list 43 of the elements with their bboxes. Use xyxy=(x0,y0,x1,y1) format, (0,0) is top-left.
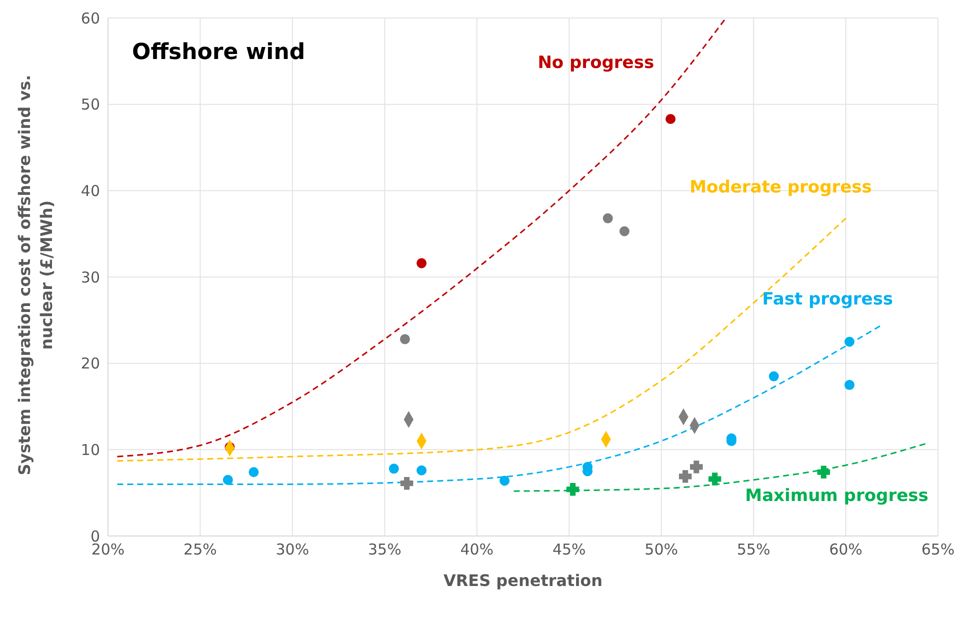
y-tick-label: 10 xyxy=(80,440,100,459)
y-axis-title: System integration cost of offshore wind vs. nuclear (£/MWh) xyxy=(14,74,57,478)
point xyxy=(416,465,427,476)
point xyxy=(708,472,722,486)
x-tick-label: 50% xyxy=(644,540,678,559)
point xyxy=(222,474,233,485)
y-tick-label: 50 xyxy=(80,96,100,114)
x-axis-title: VRES penetration xyxy=(443,571,603,590)
x-tick-label: 45% xyxy=(552,540,586,559)
y-tick-label: 40 xyxy=(80,182,100,200)
x-tick-label: 40% xyxy=(460,540,494,559)
point xyxy=(416,258,427,268)
point xyxy=(388,464,399,474)
x-tick-label: 65% xyxy=(921,540,955,559)
x-tick-label: 60% xyxy=(829,540,862,559)
point xyxy=(500,476,510,486)
x-tick-label: 30% xyxy=(276,540,310,559)
text: Offshore wind xyxy=(132,40,306,65)
y-tick-label: 20 xyxy=(80,354,100,373)
point xyxy=(690,460,703,474)
y-tick-label: 60 xyxy=(80,9,100,28)
x-tick-label: 20% xyxy=(91,540,125,559)
point xyxy=(248,467,259,478)
point xyxy=(678,470,692,483)
x-tick-label: 55% xyxy=(736,540,770,559)
point xyxy=(619,226,630,236)
point xyxy=(602,213,613,224)
series-label: Maximum progress xyxy=(745,486,928,506)
y-tick-label: 30 xyxy=(80,268,100,286)
point xyxy=(844,336,854,347)
series-label: Moderate progress xyxy=(690,177,872,198)
point xyxy=(844,380,854,390)
x-tick-label: 35% xyxy=(368,540,402,559)
series-label: Fast progress xyxy=(762,289,894,310)
x-tick-label: 25% xyxy=(184,540,217,559)
point xyxy=(666,114,676,124)
point xyxy=(400,334,410,344)
point xyxy=(400,476,414,490)
point xyxy=(817,466,830,478)
series-label: No progress xyxy=(538,53,654,73)
point xyxy=(768,371,779,382)
point xyxy=(566,483,580,496)
line-series xyxy=(116,324,884,485)
